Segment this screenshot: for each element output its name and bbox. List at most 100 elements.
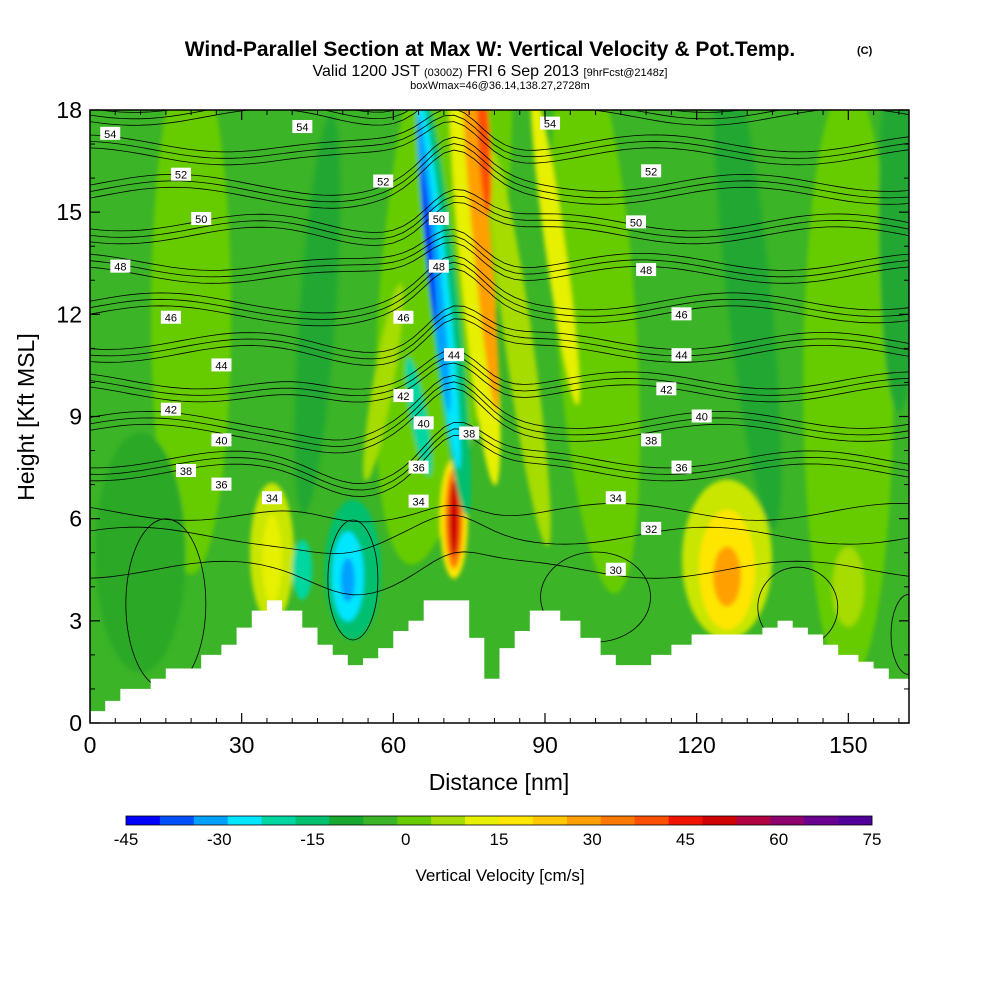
contour-label-box <box>176 463 197 477</box>
colorbar-swatch <box>465 816 500 825</box>
x-tick-label: 120 <box>677 732 715 758</box>
contour-label-box <box>393 389 414 403</box>
contour-label-box <box>211 477 232 491</box>
contour-label: 42 <box>160 402 181 417</box>
contour-label: 40 <box>691 409 712 424</box>
contour-label-box <box>428 211 449 225</box>
colorbar-swatch <box>702 816 737 825</box>
colorbar-swatch <box>126 816 161 825</box>
isentrope-line <box>90 110 909 153</box>
contour-label-box <box>100 126 121 140</box>
contour-label: 46 <box>671 307 692 321</box>
colorbar-swatch <box>431 816 466 825</box>
colorbar-swatch <box>329 816 364 825</box>
isentrope-line <box>90 136 909 196</box>
contour-label-text: 34 <box>610 493 622 505</box>
contour-label-text: 38 <box>645 435 657 447</box>
contour-label-text: 42 <box>165 405 177 417</box>
velocity-shade <box>340 557 355 602</box>
y-tick-label: 3 <box>69 608 82 634</box>
vertical-velocity-field <box>95 110 909 683</box>
contour-label: 52 <box>171 167 191 182</box>
isentrope-line <box>90 305 909 353</box>
velocity-shade <box>713 110 782 529</box>
colorbar <box>125 815 873 826</box>
isentrope-line <box>90 114 909 159</box>
contour-label-text: 48 <box>640 265 652 277</box>
contour-label-box <box>605 562 626 576</box>
colorbar-swatch <box>634 816 669 825</box>
isentrope-line <box>90 195 909 240</box>
isentrope-line <box>90 268 909 327</box>
contour-label: 38 <box>459 426 480 441</box>
contour-label-text: 48 <box>433 262 445 274</box>
isentrope-line <box>90 143 909 203</box>
contour-label-text: 54 <box>296 122 308 134</box>
colorbar-swatch <box>159 816 195 825</box>
contour-label: 42 <box>393 389 414 403</box>
contour-label-box <box>641 164 662 178</box>
velocity-shade <box>477 110 492 214</box>
contour-label-text: 44 <box>448 350 460 362</box>
contour-label-box <box>191 211 212 225</box>
isentrope-line <box>90 318 909 366</box>
contour-label-box <box>160 310 181 324</box>
isentrope-line <box>90 551 909 596</box>
contour-label: 46 <box>160 310 181 325</box>
velocity-shade <box>530 110 580 405</box>
colorbar-tick-label: -45 <box>114 830 139 849</box>
contour-labels: 54 54 54 52 52 52 50 50 50 48 48 48 46 46 46 44 44 44 42 42… <box>100 116 712 577</box>
contour-label: 34 <box>262 491 282 505</box>
colorbar-tick-label: -15 <box>300 830 325 849</box>
chart-title: Wind-Parallel Section at Max W: Vertical… <box>185 38 796 61</box>
subtitle-utc: (0300Z) <box>424 67 463 79</box>
contour-label-box <box>641 433 662 447</box>
colorbar-tick-label: 45 <box>676 830 695 849</box>
y-tick-label: 6 <box>69 506 82 532</box>
contour-label-box <box>160 402 181 416</box>
contour-label-text: 40 <box>696 412 708 424</box>
contour-label-text: 50 <box>195 214 207 226</box>
isentrope-line <box>90 434 909 497</box>
colorbar-tick-label: 15 <box>490 830 509 849</box>
contour-label-box <box>408 494 429 508</box>
contour-label: 50 <box>626 215 646 229</box>
contour-label-text: 36 <box>215 480 227 492</box>
contour-label-text: 42 <box>397 391 409 403</box>
contour-label-box <box>626 215 646 229</box>
subtitle-forecast: [9hrFcst@2148z] <box>584 67 668 79</box>
isentrope-line <box>90 421 909 484</box>
velocity-shade <box>262 514 282 605</box>
isentrope-line <box>90 374 909 441</box>
y-tick-label: 12 <box>56 301 82 327</box>
contour-label-box <box>671 460 692 474</box>
colorbar-tick-label: 0 <box>401 830 410 849</box>
contour-label-box <box>459 426 480 440</box>
colorbar-swatch <box>532 816 568 825</box>
isentrope-line <box>90 228 909 271</box>
contour-label-text: 42 <box>660 384 672 396</box>
contour-label-text: 50 <box>433 214 445 226</box>
contour-label: 30 <box>605 562 626 577</box>
contour-label: 54 <box>292 120 313 134</box>
isentrope-line <box>90 121 909 166</box>
colorbar-frame <box>125 815 873 826</box>
y-tick-label: 0 <box>69 710 82 736</box>
contour-label: 46 <box>393 310 414 325</box>
contour-label-box <box>393 310 414 324</box>
contour-label-text: 50 <box>630 217 642 229</box>
contour-label: 52 <box>641 164 662 178</box>
contour-label: 48 <box>428 259 449 274</box>
x-tick-label: 0 <box>84 732 97 758</box>
contour-label-text: 44 <box>215 360 227 372</box>
contour-label-text: 46 <box>165 313 177 325</box>
contour-label-box <box>691 409 712 423</box>
contour-label-box <box>262 491 282 505</box>
chart-subtitle-box: boxWmax=46@36.14,138.27,2728m <box>410 80 590 92</box>
y-tick-label: 9 <box>69 404 82 430</box>
terrain-mask <box>90 600 909 723</box>
contour-label-box <box>605 491 626 505</box>
contour-label-box <box>171 167 191 181</box>
colorbar-swatch <box>397 816 432 825</box>
subtitle-valid: Valid 1200 JST <box>313 63 421 80</box>
